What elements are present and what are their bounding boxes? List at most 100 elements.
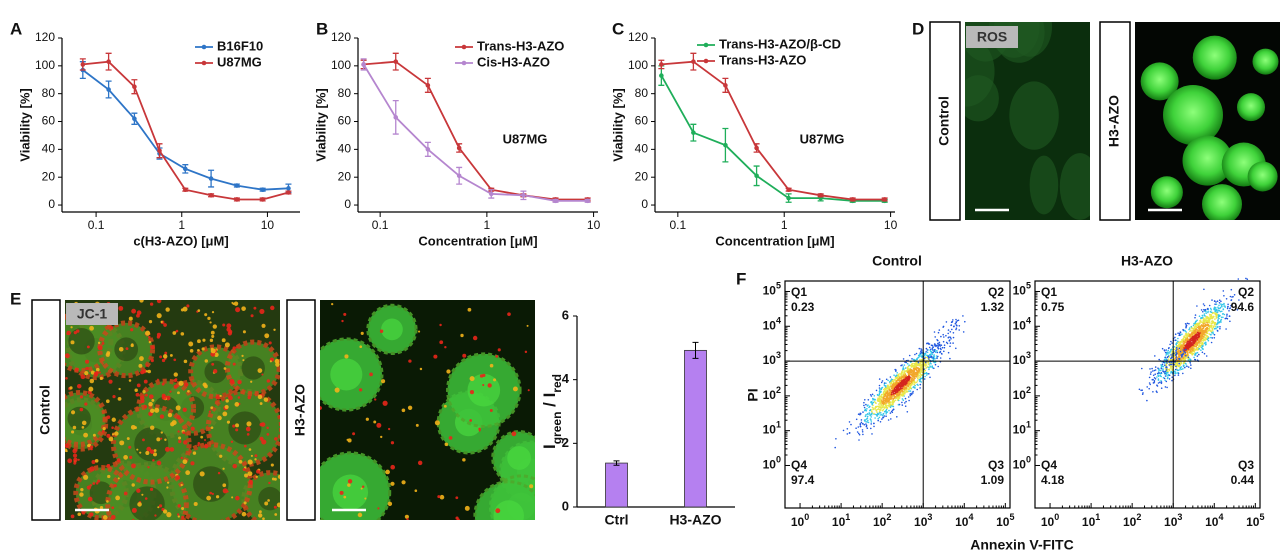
mito bbox=[407, 405, 413, 411]
event-dot bbox=[881, 380, 884, 382]
event-dot bbox=[1160, 372, 1163, 374]
event-dot bbox=[878, 400, 880, 402]
event-dot bbox=[878, 409, 881, 411]
y-tick-label: 0 bbox=[641, 197, 648, 211]
event-dot bbox=[908, 386, 910, 389]
y-tick-label: 100 bbox=[1013, 455, 1031, 472]
row-label-box bbox=[286, 299, 316, 521]
mito bbox=[89, 378, 95, 384]
mito bbox=[145, 330, 151, 336]
legend-marker bbox=[201, 44, 207, 50]
event-dot bbox=[919, 380, 922, 382]
event-dot bbox=[929, 365, 931, 367]
mito bbox=[106, 500, 109, 503]
event-dot bbox=[910, 373, 912, 376]
event-dot bbox=[866, 405, 869, 407]
event-dot bbox=[942, 326, 944, 328]
event-dot bbox=[1149, 368, 1151, 370]
event-dot bbox=[945, 334, 947, 337]
event-dot bbox=[1170, 348, 1172, 351]
event-dot bbox=[1181, 333, 1183, 336]
event-dot bbox=[955, 324, 958, 326]
event-dot bbox=[1217, 317, 1219, 319]
event-dot bbox=[1213, 328, 1216, 330]
event-dot bbox=[896, 376, 899, 379]
mito bbox=[102, 515, 108, 520]
mito bbox=[217, 471, 221, 475]
event-dot bbox=[943, 350, 945, 353]
mito bbox=[177, 430, 180, 433]
event-dot bbox=[1200, 325, 1202, 327]
event-dot bbox=[1175, 365, 1177, 368]
event-dot bbox=[1196, 351, 1199, 354]
mito bbox=[105, 352, 110, 357]
event-dot bbox=[880, 381, 883, 384]
data-point bbox=[723, 83, 728, 88]
event-dot bbox=[955, 321, 957, 324]
quadrant-name: Q3 bbox=[1238, 458, 1254, 472]
mito bbox=[230, 440, 234, 444]
event-dot bbox=[1168, 361, 1171, 364]
event-dot bbox=[1184, 336, 1186, 339]
event-dot bbox=[1201, 341, 1203, 344]
mito bbox=[92, 482, 96, 485]
event-dot bbox=[930, 348, 932, 351]
mito bbox=[144, 393, 148, 397]
mito bbox=[145, 450, 150, 456]
mito bbox=[232, 362, 236, 366]
event-dot bbox=[908, 382, 910, 385]
event-dot bbox=[880, 404, 882, 406]
event-dot bbox=[1170, 354, 1172, 356]
event-dot bbox=[1175, 342, 1178, 344]
event-dot bbox=[1189, 343, 1191, 346]
mito bbox=[237, 379, 242, 385]
event-dot bbox=[1174, 372, 1177, 375]
event-dot bbox=[914, 364, 916, 366]
event-dot bbox=[1237, 278, 1240, 280]
event-dot bbox=[882, 414, 884, 417]
event-dot bbox=[1170, 365, 1172, 368]
event-dot bbox=[937, 345, 939, 348]
event-dot bbox=[947, 329, 950, 331]
event-dot bbox=[1217, 315, 1220, 318]
event-dot bbox=[933, 357, 936, 360]
event-dot bbox=[897, 386, 899, 389]
nucleus bbox=[129, 486, 165, 520]
y-axis-label-part: green bbox=[550, 412, 564, 445]
event-dot bbox=[926, 342, 928, 345]
event-dot bbox=[907, 373, 910, 376]
event-dot bbox=[1163, 361, 1165, 364]
event-dot bbox=[1195, 345, 1197, 348]
event-dot bbox=[1212, 320, 1215, 323]
nucleus bbox=[258, 486, 280, 511]
mito bbox=[209, 321, 212, 324]
event-dot bbox=[1173, 370, 1176, 373]
event-dot bbox=[1214, 303, 1216, 306]
event-dot bbox=[949, 345, 951, 348]
mito bbox=[97, 345, 103, 351]
event-dot bbox=[1168, 355, 1171, 358]
event-dot bbox=[904, 392, 906, 395]
mito bbox=[464, 505, 470, 511]
y-tick-label-base: 10 bbox=[1013, 458, 1027, 472]
mito bbox=[254, 458, 257, 461]
image-tag: JC-1 bbox=[77, 306, 108, 322]
mito bbox=[352, 432, 356, 436]
event-dot bbox=[1158, 358, 1160, 361]
event-dot bbox=[1175, 358, 1178, 361]
nucleus bbox=[493, 500, 524, 520]
event-dot bbox=[1186, 351, 1189, 354]
mito bbox=[161, 382, 165, 386]
event-dot bbox=[1222, 316, 1224, 319]
mito bbox=[97, 479, 101, 483]
event-dot bbox=[1207, 318, 1209, 321]
event-dot bbox=[938, 329, 941, 331]
event-dot bbox=[1183, 329, 1186, 332]
event-dot bbox=[1215, 327, 1217, 330]
quadrant-percent: 0.44 bbox=[1231, 473, 1255, 487]
mito bbox=[126, 437, 130, 441]
event-dot bbox=[1176, 357, 1179, 359]
event-dot bbox=[866, 421, 869, 423]
mito bbox=[105, 399, 110, 404]
mito bbox=[217, 415, 222, 421]
